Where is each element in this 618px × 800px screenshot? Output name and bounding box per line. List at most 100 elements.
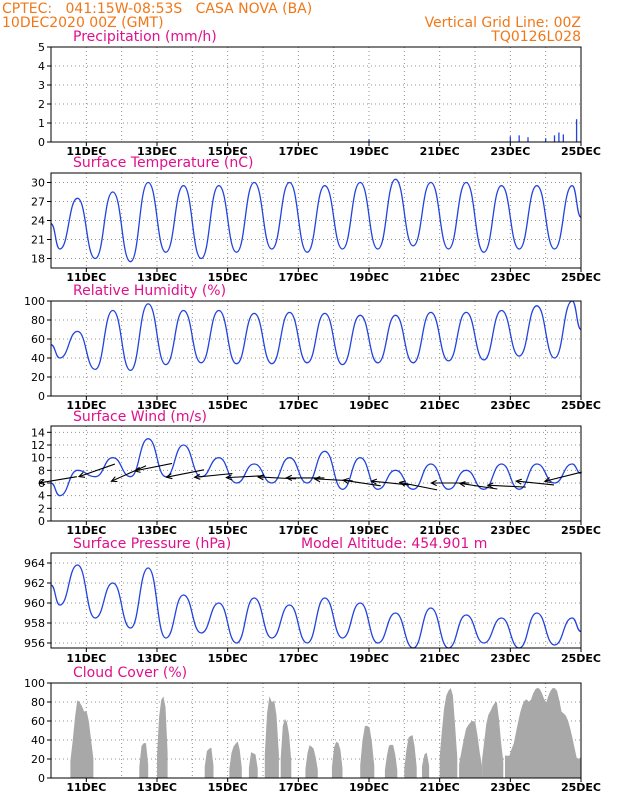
x-tick-label: 11DEC bbox=[66, 271, 106, 284]
x-tick-label: 17DEC bbox=[278, 399, 318, 412]
wind-vector bbox=[256, 474, 297, 481]
x-tick-label: 21DEC bbox=[420, 145, 460, 158]
x-tick-label: 23DEC bbox=[490, 145, 530, 158]
cloud-cover-area bbox=[204, 747, 214, 778]
x-tick-label: 21DEC bbox=[420, 271, 460, 284]
wind-vector-shaft bbox=[399, 481, 438, 491]
header-grid-note: Vertical Grid Line: 00Z bbox=[425, 15, 581, 31]
y-tick-label: 4 bbox=[38, 490, 45, 503]
wind-vector bbox=[77, 463, 116, 478]
x-tick-label: 25DEC bbox=[561, 781, 601, 794]
y-tick-label: 962 bbox=[24, 577, 45, 590]
wind-vector-head bbox=[458, 481, 466, 488]
x-tick-label: 19DEC bbox=[349, 271, 389, 284]
wind-vector-head bbox=[486, 482, 494, 489]
x-tick-label: 13DEC bbox=[137, 781, 177, 794]
wind-vector-shaft bbox=[166, 469, 205, 478]
cloud-cover-area bbox=[422, 752, 430, 778]
cloud-cover-area bbox=[482, 702, 504, 778]
wind-vector-head bbox=[133, 466, 141, 473]
wind-vector-head bbox=[370, 478, 378, 485]
y-tick-label: 21 bbox=[31, 234, 45, 247]
x-tick-label: 19DEC bbox=[349, 145, 389, 158]
wind-vector-head bbox=[285, 474, 293, 481]
wind-vector bbox=[110, 465, 147, 483]
cloud-cover-area bbox=[384, 744, 398, 778]
panel-1: 18 21 24 27 30 11DEC 13DEC 15DEC 17DEC 19DEC 21DEC… bbox=[31, 155, 601, 284]
x-tick-label: 15DEC bbox=[208, 652, 248, 665]
plot-frame bbox=[50, 682, 582, 779]
y-tick-label: 4 bbox=[38, 60, 45, 73]
wind-vector-shaft bbox=[258, 476, 297, 480]
wind-vector-shaft bbox=[111, 465, 147, 482]
wind-vector bbox=[458, 481, 498, 490]
plot-frame bbox=[50, 46, 582, 143]
wind-vector-shaft bbox=[544, 471, 582, 482]
y-tick-label: 0 bbox=[38, 772, 45, 785]
y-tick-label: 0 bbox=[38, 515, 45, 528]
plot-frame bbox=[50, 300, 582, 397]
x-tick-label: 25DEC bbox=[561, 271, 601, 284]
cloud-cover-area bbox=[264, 696, 279, 778]
model-altitude: Model Altitude: 454.901 m bbox=[301, 536, 487, 552]
x-tick-label: 15DEC bbox=[208, 781, 248, 794]
x-tick-label: 11DEC bbox=[66, 781, 106, 794]
x-tick-label: 25DEC bbox=[561, 652, 601, 665]
wind-vector-head bbox=[430, 479, 437, 487]
x-tick-label: 25DEC bbox=[561, 399, 601, 412]
x-tick-label: 21DEC bbox=[420, 399, 460, 412]
panel-2: 0 20 40 60 80 100 11DEC 13DEC 15DEC 17DEC 19DEC 21D… bbox=[24, 283, 601, 412]
y-tick-label: 80 bbox=[31, 314, 45, 327]
y-tick-label: 80 bbox=[31, 696, 45, 709]
wind-vector bbox=[225, 474, 265, 481]
x-tick-label: 17DEC bbox=[278, 652, 318, 665]
series-line bbox=[50, 300, 582, 372]
header-model-id: TQ0126L028 bbox=[490, 29, 581, 45]
x-tick-label: 21DEC bbox=[420, 652, 460, 665]
cloud-cover-area bbox=[505, 687, 581, 778]
wind-vector-head bbox=[110, 476, 118, 483]
wind-vector-head bbox=[77, 472, 86, 478]
wind-vector-head bbox=[514, 478, 522, 485]
y-tick-label: 3 bbox=[38, 79, 45, 92]
wind-vector bbox=[398, 480, 438, 491]
series-line bbox=[50, 564, 582, 649]
panel-title: Cloud Cover (%) bbox=[73, 665, 187, 681]
x-tick-label: 17DEC bbox=[278, 524, 318, 537]
cloud-cover-area bbox=[157, 696, 168, 778]
cloud-cover-area bbox=[70, 700, 94, 778]
plot-frame bbox=[50, 425, 582, 522]
wind-vector bbox=[514, 478, 555, 486]
y-tick-label: 964 bbox=[24, 557, 45, 570]
x-tick-label: 13DEC bbox=[137, 399, 177, 412]
panel-4: 956 958 960 962 964 11DEC 13DEC 15DEC 17DEC 19DEC… bbox=[24, 536, 601, 665]
x-tick-label: 19DEC bbox=[349, 781, 389, 794]
y-tick-label: 0 bbox=[38, 390, 45, 403]
wind-vector-head bbox=[38, 479, 46, 486]
y-tick-label: 960 bbox=[24, 597, 45, 610]
y-tick-label: 18 bbox=[31, 253, 45, 266]
x-tick-label: 11DEC bbox=[66, 524, 106, 537]
y-tick-label: 60 bbox=[31, 715, 45, 728]
y-tick-label: 10 bbox=[31, 452, 45, 465]
wind-vector-head bbox=[341, 477, 350, 485]
x-tick-label: 11DEC bbox=[66, 145, 106, 158]
y-tick-label: 2 bbox=[38, 98, 45, 111]
panel-5: 0 20 40 60 80 100 11DEC 13DEC 15DEC 17DEC 19DEC 21D… bbox=[24, 665, 601, 794]
cloud-cover-area bbox=[439, 688, 458, 778]
x-tick-label: 19DEC bbox=[349, 524, 389, 537]
y-tick-label: 40 bbox=[31, 734, 45, 747]
x-tick-label: 17DEC bbox=[278, 271, 318, 284]
y-tick-label: 1 bbox=[38, 117, 45, 130]
x-tick-label: 23DEC bbox=[490, 271, 530, 284]
wind-vector bbox=[133, 462, 173, 473]
x-tick-label: 25DEC bbox=[561, 524, 601, 537]
cloud-cover-area bbox=[404, 735, 417, 778]
x-tick-label: 11DEC bbox=[66, 652, 106, 665]
y-tick-label: 6 bbox=[38, 477, 45, 490]
x-tick-label: 23DEC bbox=[490, 652, 530, 665]
y-tick-label: 0 bbox=[38, 136, 45, 149]
cloud-cover-area bbox=[459, 721, 483, 778]
wind-vector bbox=[486, 482, 526, 489]
wind-vector-head bbox=[543, 476, 551, 484]
